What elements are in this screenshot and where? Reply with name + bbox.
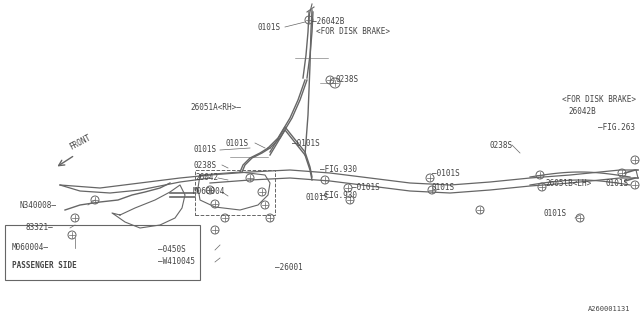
Text: N340008—: N340008— <box>20 201 57 210</box>
Text: —FIG.930: —FIG.930 <box>320 190 357 199</box>
Text: —FIG.263: —FIG.263 <box>598 124 635 132</box>
Text: —0450S: —0450S <box>158 245 186 254</box>
Text: —26001: —26001 <box>275 263 303 273</box>
Text: —0101S: —0101S <box>432 169 460 178</box>
Text: 0101S: 0101S <box>543 209 566 218</box>
Text: 0238S: 0238S <box>490 140 513 149</box>
Text: 0101S—: 0101S— <box>305 194 333 203</box>
Text: —W410045: —W410045 <box>158 258 195 267</box>
Text: 26042: 26042 <box>195 173 218 182</box>
Text: 0238S: 0238S <box>193 161 216 170</box>
Text: 0101S: 0101S <box>258 22 281 31</box>
Text: 0101S: 0101S <box>193 146 216 155</box>
Text: —26042B: —26042B <box>312 18 344 27</box>
Text: FRONT: FRONT <box>68 133 93 152</box>
Text: 0101S: 0101S <box>605 179 628 188</box>
Text: A260001131: A260001131 <box>588 306 630 312</box>
Text: 26042B: 26042B <box>568 108 596 116</box>
Text: 0101S: 0101S <box>225 139 248 148</box>
Text: 26051A<RH>—: 26051A<RH>— <box>190 103 241 113</box>
Text: —FIG.930: —FIG.930 <box>320 165 357 174</box>
Text: —0101S: —0101S <box>352 183 380 193</box>
Text: <FOR DISK BRAKE>: <FOR DISK BRAKE> <box>562 95 636 105</box>
Text: M060004—: M060004— <box>12 244 49 252</box>
Text: 2605lB<LH>: 2605lB<LH> <box>545 179 591 188</box>
Text: <FOR DISK BRAKE>: <FOR DISK BRAKE> <box>316 28 390 36</box>
Text: —0101S: —0101S <box>292 139 320 148</box>
Text: M060004: M060004 <box>193 188 225 196</box>
Text: 83321—: 83321— <box>25 223 52 233</box>
Text: PASSENGER SIDE: PASSENGER SIDE <box>12 261 77 270</box>
Text: 0238S: 0238S <box>336 75 359 84</box>
Bar <box>195 170 275 215</box>
Bar <box>5 225 200 280</box>
Text: 0101S: 0101S <box>432 183 455 193</box>
